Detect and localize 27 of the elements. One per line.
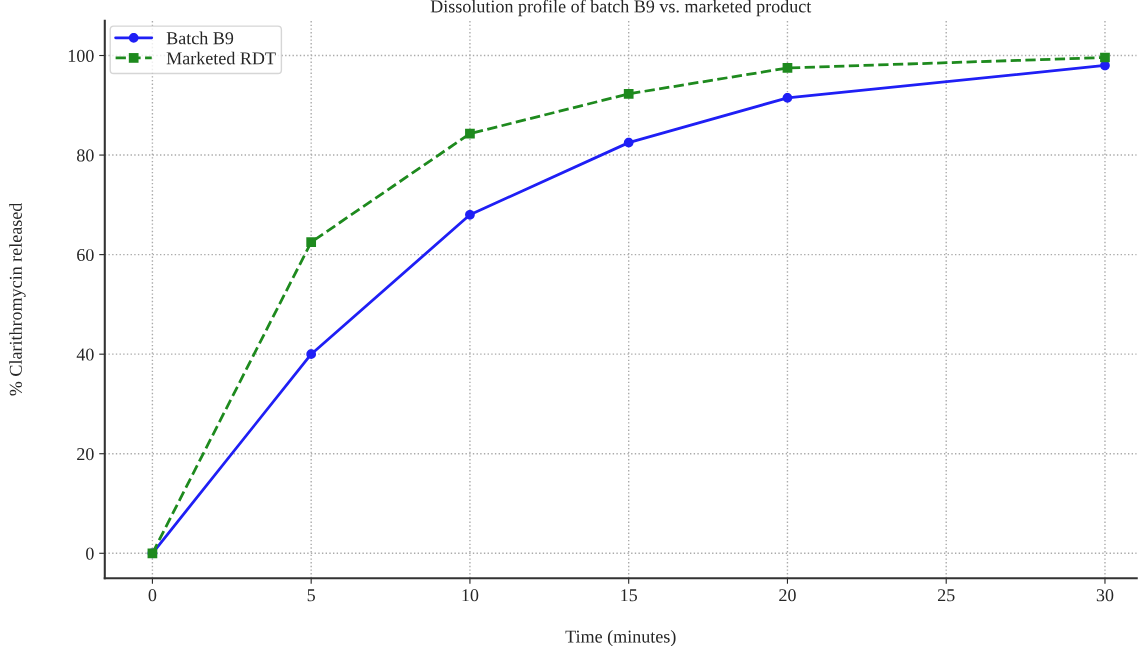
x-tick-label: 25 xyxy=(937,589,955,602)
y-tick-label: 0 xyxy=(86,547,94,560)
x-tick-label: 20 xyxy=(779,589,796,602)
y-axis-title: % Clarithromycin released xyxy=(9,202,26,396)
y-tick-label: 100 xyxy=(68,49,94,62)
point xyxy=(782,92,793,103)
point xyxy=(306,237,317,248)
x-tick-label: 10 xyxy=(462,589,479,602)
x-tick-label: 5 xyxy=(307,589,315,602)
point xyxy=(623,88,634,99)
y-tick-label: 20 xyxy=(77,447,94,461)
point xyxy=(782,63,793,73)
chart-title: Dissolution profile of batch B9 vs. marketed product xyxy=(430,0,812,17)
x-tick-label: 15 xyxy=(621,589,638,602)
y-tick-label: 80 xyxy=(77,149,94,162)
point xyxy=(1100,52,1110,63)
point xyxy=(465,128,475,139)
point xyxy=(306,349,317,360)
point xyxy=(623,137,634,148)
point xyxy=(465,209,475,220)
x-tick-label: 0 xyxy=(148,589,157,602)
x-tick-label: 30 xyxy=(1096,589,1114,602)
legend-label: Marketed RDT xyxy=(166,51,276,65)
y-tick-label: 40 xyxy=(76,348,94,361)
x-axis-title: Time (minutes) xyxy=(565,629,676,646)
legend-label: Batch B9 xyxy=(166,31,234,45)
y-tick-label: 60 xyxy=(77,248,94,262)
